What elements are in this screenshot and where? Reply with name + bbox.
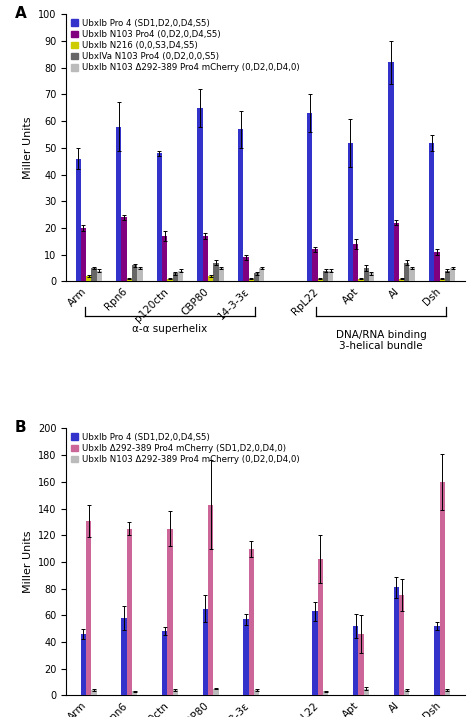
- Bar: [439, 482, 445, 695]
- Bar: [369, 273, 374, 282]
- Bar: [173, 690, 178, 695]
- Bar: [364, 268, 369, 282]
- Bar: [97, 271, 102, 282]
- Bar: [162, 632, 167, 695]
- Legend: UbxIb Pro 4 (SD1,D2,0,D4,S5), UbxIb Δ292-389 Pro4 mCherry (SD1,D2,0,D4,0), UbxIb: UbxIb Pro 4 (SD1,D2,0,D4,S5), UbxIb Δ292…: [67, 429, 303, 467]
- Bar: [429, 143, 434, 282]
- Bar: [450, 268, 456, 282]
- Bar: [388, 62, 393, 282]
- Bar: [137, 268, 143, 282]
- Bar: [399, 279, 404, 282]
- Bar: [178, 271, 183, 282]
- Bar: [404, 690, 410, 695]
- Bar: [203, 609, 208, 695]
- Bar: [167, 279, 173, 282]
- Bar: [254, 273, 259, 282]
- Bar: [116, 126, 121, 282]
- Bar: [404, 262, 410, 282]
- Bar: [358, 634, 364, 695]
- Bar: [259, 268, 264, 282]
- Bar: [348, 143, 353, 282]
- Bar: [127, 279, 132, 282]
- Bar: [203, 236, 208, 282]
- Bar: [208, 276, 213, 282]
- Bar: [91, 690, 97, 695]
- Bar: [127, 528, 132, 695]
- Bar: [323, 271, 328, 282]
- Bar: [86, 276, 91, 282]
- Bar: [219, 268, 224, 282]
- Text: DNA/RNA binding
3-helical bundle: DNA/RNA binding 3-helical bundle: [336, 330, 427, 351]
- Bar: [167, 528, 173, 695]
- Bar: [197, 108, 203, 282]
- Text: B: B: [15, 420, 26, 435]
- Y-axis label: Miller Units: Miller Units: [23, 117, 33, 179]
- Bar: [173, 273, 178, 282]
- Bar: [307, 113, 312, 282]
- Bar: [393, 223, 399, 282]
- Bar: [254, 690, 259, 695]
- Bar: [243, 257, 248, 282]
- Legend: UbxIb Pro 4 (SD1,D2,0,D4,S5), UbxIb N103 Pro4 (0,D2,0,D4,S5), UbxIb N216 (0,0,S3: UbxIb Pro 4 (SD1,D2,0,D4,S5), UbxIb N103…: [67, 15, 303, 76]
- Bar: [445, 690, 450, 695]
- Bar: [353, 244, 358, 282]
- Bar: [132, 265, 137, 282]
- Bar: [243, 619, 248, 695]
- Bar: [213, 689, 219, 695]
- Bar: [434, 252, 439, 282]
- Bar: [399, 595, 404, 695]
- Bar: [157, 153, 162, 282]
- Bar: [162, 236, 167, 282]
- Bar: [248, 279, 254, 282]
- Text: A: A: [15, 6, 27, 22]
- Bar: [248, 549, 254, 695]
- Bar: [75, 158, 81, 282]
- Bar: [238, 129, 243, 282]
- Y-axis label: Miller Units: Miller Units: [23, 531, 33, 593]
- Bar: [328, 271, 334, 282]
- Bar: [86, 521, 91, 695]
- Bar: [364, 689, 369, 695]
- Bar: [312, 250, 318, 282]
- Bar: [121, 618, 127, 695]
- Bar: [81, 634, 86, 695]
- Bar: [81, 228, 86, 282]
- Bar: [434, 626, 439, 695]
- Bar: [439, 279, 445, 282]
- Bar: [445, 271, 450, 282]
- Bar: [91, 268, 97, 282]
- Bar: [208, 505, 213, 695]
- Bar: [312, 612, 318, 695]
- Bar: [323, 691, 328, 695]
- Bar: [318, 559, 323, 695]
- Bar: [353, 626, 358, 695]
- Bar: [132, 691, 137, 695]
- Bar: [358, 279, 364, 282]
- Bar: [213, 262, 219, 282]
- Text: α-α superhelix: α-α superhelix: [132, 324, 208, 334]
- Bar: [410, 268, 415, 282]
- Bar: [393, 587, 399, 695]
- Bar: [318, 279, 323, 282]
- Bar: [121, 217, 127, 282]
